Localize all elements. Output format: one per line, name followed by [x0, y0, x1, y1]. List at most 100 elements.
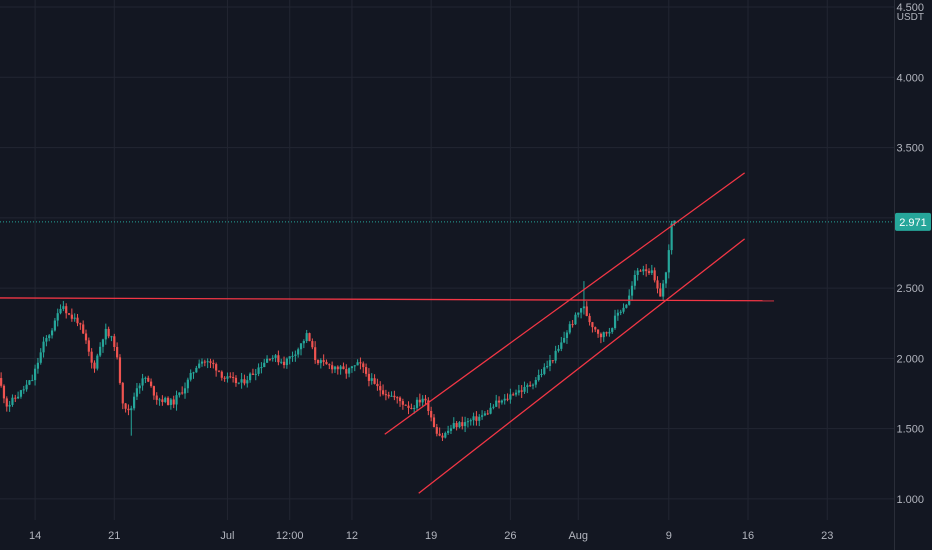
candle — [164, 396, 167, 404]
candle — [596, 329, 600, 338]
candle — [418, 393, 421, 407]
candle — [529, 381, 532, 387]
candle — [333, 365, 337, 373]
candle — [2, 384, 6, 404]
price-tick-label: 2.500 — [896, 283, 924, 295]
candle — [311, 338, 314, 350]
candle — [613, 309, 617, 330]
candle — [650, 264, 653, 276]
candle — [667, 244, 670, 279]
candle — [647, 268, 651, 275]
price-axis-unit: USDT — [897, 12, 924, 23]
candle — [523, 381, 526, 394]
candle — [594, 326, 597, 333]
candle — [121, 381, 124, 410]
candle — [175, 390, 178, 411]
candle — [56, 308, 59, 327]
candle — [277, 350, 280, 366]
candle — [356, 359, 359, 366]
candle — [82, 320, 85, 335]
candle — [421, 395, 424, 407]
candle — [183, 382, 187, 399]
candle — [432, 414, 436, 428]
candle — [602, 331, 605, 342]
time-tick-label: 16 — [742, 530, 754, 542]
candle — [447, 425, 450, 435]
candle — [19, 389, 23, 399]
candle — [152, 385, 156, 400]
candle — [577, 312, 580, 318]
candle — [288, 356, 291, 365]
candle — [265, 355, 269, 363]
candle — [568, 321, 571, 335]
candle — [506, 393, 509, 402]
candle — [427, 397, 430, 416]
candle — [70, 308, 73, 322]
candle — [28, 380, 31, 386]
candle — [608, 327, 611, 337]
candle — [305, 329, 308, 343]
candle — [379, 381, 382, 397]
candle — [410, 403, 413, 410]
candle — [319, 358, 322, 369]
candle — [472, 412, 475, 426]
candle — [642, 265, 645, 276]
candle — [449, 424, 453, 434]
candle — [226, 372, 229, 383]
candle — [206, 358, 209, 369]
candle — [526, 383, 529, 394]
candle — [639, 269, 642, 272]
candle — [362, 361, 365, 374]
candle — [234, 375, 238, 387]
candle — [33, 364, 37, 386]
current-price-label: 2.971 — [899, 217, 927, 229]
candle — [404, 404, 407, 406]
candle — [59, 304, 62, 315]
grid — [0, 0, 894, 520]
candle — [636, 267, 639, 281]
candle — [271, 355, 274, 362]
candle — [144, 376, 147, 384]
candle — [198, 359, 201, 369]
candle — [580, 307, 583, 319]
candle — [263, 358, 266, 368]
candle — [166, 396, 170, 406]
candle — [0, 372, 3, 388]
candle — [464, 416, 467, 433]
candle — [229, 372, 232, 379]
candle — [257, 363, 260, 377]
candle — [65, 303, 68, 319]
candle — [237, 382, 240, 385]
candle — [557, 344, 560, 353]
candle — [158, 397, 161, 406]
time-tick-label: 19 — [425, 530, 437, 542]
trendline-upper-channel[interactable] — [384, 172, 746, 435]
candle — [616, 309, 619, 321]
trendline-lower-channel[interactable] — [418, 238, 746, 494]
candle — [430, 406, 433, 422]
trendline-horizontal-resistance[interactable] — [0, 297, 775, 302]
candle — [291, 351, 294, 362]
candle — [444, 431, 447, 439]
candle — [45, 335, 48, 347]
trendlines[interactable] — [0, 172, 775, 494]
candle — [469, 418, 472, 426]
candle — [22, 385, 25, 394]
candle — [390, 391, 393, 397]
candle — [393, 390, 396, 401]
candle — [282, 356, 286, 369]
time-axis[interactable]: 14 21 Jul 12:00 12 19 26 Aug 9 16 23 — [29, 530, 833, 542]
candle — [87, 337, 90, 357]
candle — [17, 391, 20, 400]
candle — [36, 357, 40, 374]
candle — [299, 343, 303, 356]
candle — [659, 282, 662, 297]
candle — [339, 364, 342, 375]
candle — [161, 395, 164, 406]
candle — [127, 404, 130, 416]
candle — [25, 380, 28, 392]
candle — [588, 313, 591, 326]
